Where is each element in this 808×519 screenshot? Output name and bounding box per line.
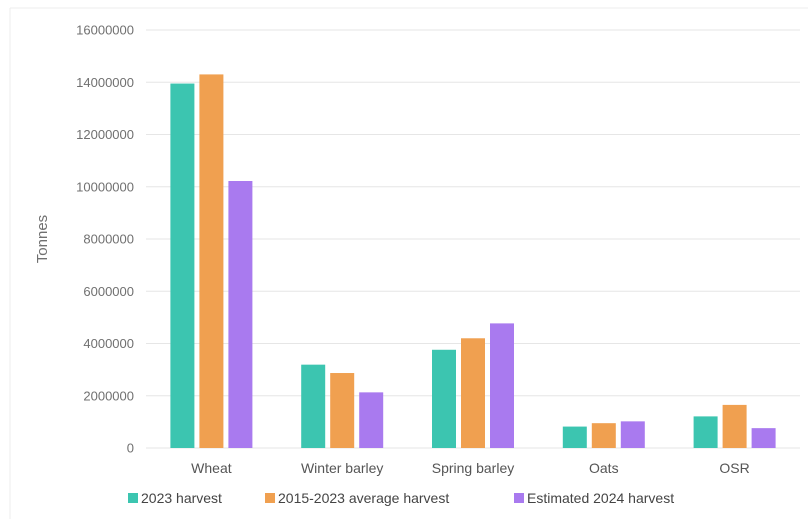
bar-oats-series-1 (562, 426, 587, 448)
y-axis-ticks: 0 2000000 4000000 6000000 8000000 10000000 120… (76, 23, 134, 456)
bar-spring-barley-series-3 (490, 323, 514, 448)
legend-swatch (128, 493, 138, 503)
x-category-label: Wheat (191, 460, 232, 476)
legend-label: Estimated 2024 harvest (527, 490, 674, 506)
y-tick-label: 10000000 (76, 179, 134, 194)
bar-wheat-series-1 (170, 83, 195, 449)
legend-label: 2023 harvest (141, 490, 222, 506)
y-tick-label: 2000000 (83, 388, 134, 403)
y-tick-label: 16000000 (76, 23, 134, 38)
bar-osr-series-3 (751, 428, 776, 448)
x-category-label: OSR (719, 460, 749, 476)
x-category-label: Oats (589, 460, 619, 476)
bar-oats-series-3 (620, 421, 645, 448)
bar-spring-barley-series-2 (461, 338, 485, 448)
bar-wheat-series-2 (199, 74, 224, 448)
legend-swatch (514, 493, 524, 503)
bars (170, 74, 776, 449)
legend: 2023 harvest 2015-2023 average harvest Est… (128, 490, 674, 506)
x-category-label: Spring barley (432, 460, 515, 476)
x-axis-categories: Wheat Winter barley Spring barley Oats OSR (191, 460, 750, 476)
bar-winter-barley-series-2 (330, 373, 355, 448)
legend-swatch (265, 493, 275, 503)
x-category-label: Winter barley (301, 460, 383, 476)
bar-winter-barley-series-3 (359, 392, 384, 448)
bar-oats-series-2 (591, 423, 616, 448)
y-tick-label: 4000000 (83, 336, 134, 351)
bar-winter-barley-series-1 (301, 364, 326, 448)
bar-wheat-series-3 (228, 181, 253, 448)
y-tick-label: 6000000 (83, 284, 134, 299)
y-tick-label: 0 (127, 441, 134, 456)
y-axis-title: Tonnes (34, 215, 51, 263)
bar-osr-series-2 (722, 404, 747, 448)
y-tick-label: 12000000 (76, 127, 134, 142)
legend-label: 2015-2023 average harvest (278, 490, 449, 506)
y-tick-label: 8000000 (83, 232, 134, 247)
bar-osr-series-1 (693, 416, 718, 448)
y-tick-label: 14000000 (76, 75, 134, 90)
bar-spring-barley-series-1 (432, 349, 456, 448)
